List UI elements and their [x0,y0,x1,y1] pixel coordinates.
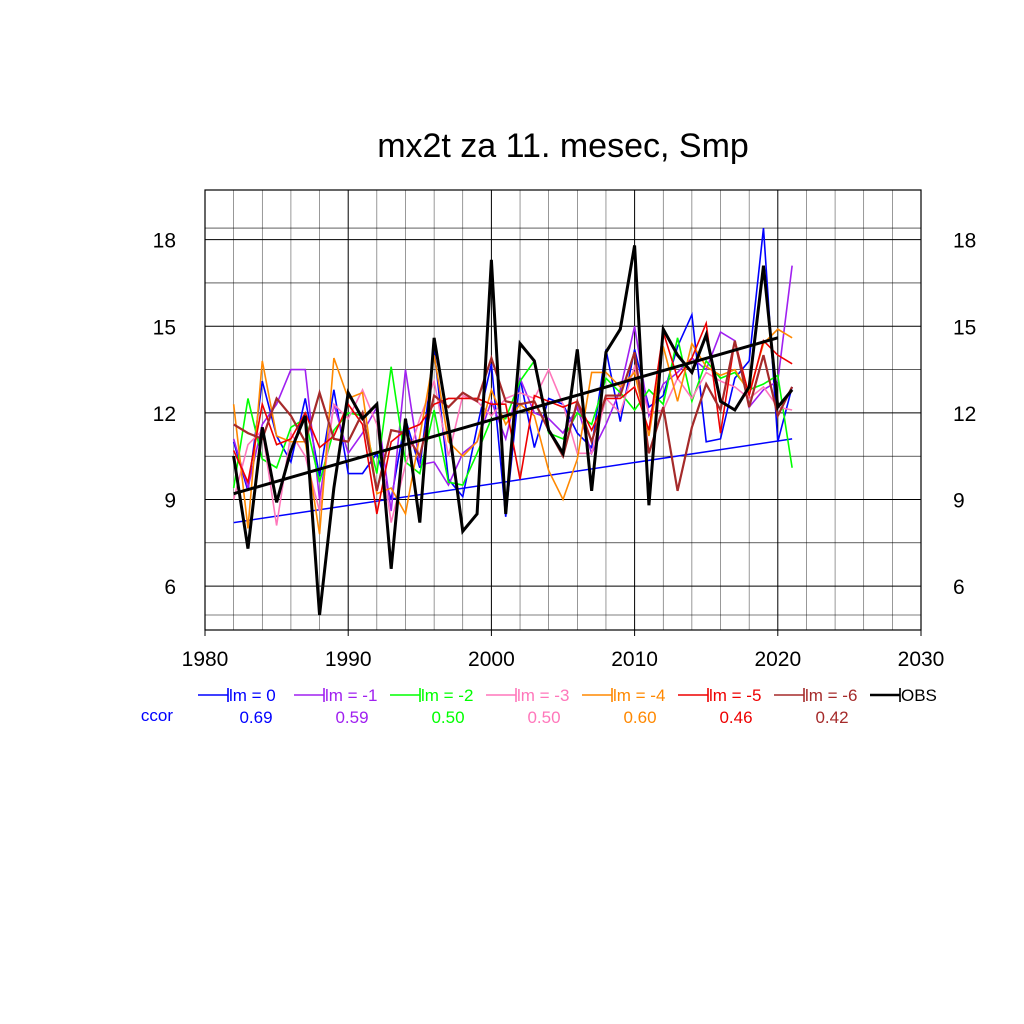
y-tick-label-right: 6 [953,576,965,599]
ccor-value: 0.60 [623,708,656,727]
y-tick-label-left: 18 [153,230,176,253]
legend-entry: lm = -5 [709,686,761,705]
ccor-value: 0.50 [527,708,560,727]
x-tick-label: 2020 [754,648,801,671]
legend-entry: lm = -3 [517,686,569,705]
y-tick-label-right: 9 [953,490,965,513]
y-tick-label-left: 9 [164,490,176,513]
series-layer [232,228,794,616]
y-tick-label-right: 18 [953,230,976,253]
y-tick-label-left: 12 [153,403,176,426]
x-tick-label: 2010 [611,648,658,671]
ccor-value: 0.69 [239,708,272,727]
x-tick-label: 2000 [468,648,515,671]
frame-layer [204,189,922,631]
trend-line-7 [233,336,779,496]
series-line-3 [232,363,793,526]
ccor-value: 0.59 [335,708,368,727]
series-line-7 [232,245,794,616]
series-line-0 [232,228,793,517]
x-tick-label: 2030 [898,648,945,671]
legend-entry: lm = -4 [613,686,665,705]
legend-entry: lm = -1 [325,686,377,705]
legend-entry: OBS [901,686,937,705]
grid-layer [205,190,921,630]
ccor-label: ccor [141,706,173,725]
y-tick-label-right: 12 [953,403,976,426]
x-tick-label: 1980 [182,648,229,671]
legend-entry: lm = -2 [421,686,473,705]
plot-frame [204,189,922,631]
series-line-6 [233,340,794,492]
legend-entry: lm = 0 [229,686,276,705]
legend: lm = 0 0.69 lm = -1 0.59 lm = -2 0.50 lm = -3 0… [198,686,937,727]
x-tick-label: 1990 [325,648,372,671]
chart-title: mx2t za 11. mesec, Smp [377,127,749,165]
legend-entry: lm = -6 [805,686,857,705]
ccor-value: 0.42 [815,708,848,727]
tick-layer: 1980 1990 2000 2010 2020 2030 6 6 9 9 12 12 15 15 18 18 [153,230,977,671]
y-tick-label-left: 6 [164,576,176,599]
trend-line-0 [233,438,793,524]
y-tick-label-left: 15 [153,316,176,339]
ccor-value: 0.50 [431,708,464,727]
y-tick-label-right: 15 [953,316,976,339]
ccor-value: 0.46 [719,708,752,727]
